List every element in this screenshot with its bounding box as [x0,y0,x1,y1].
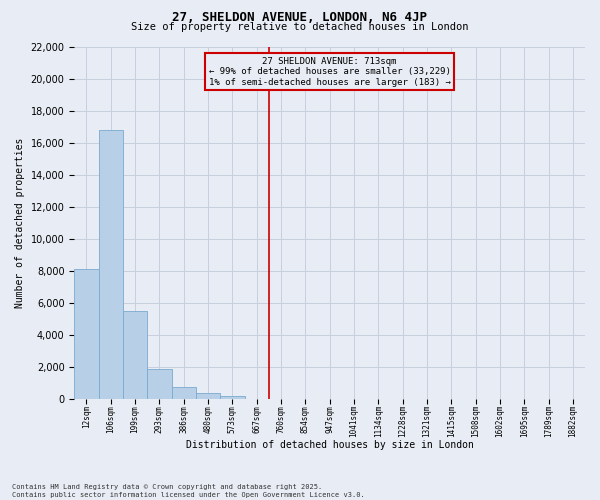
Bar [74,269,98,398]
Text: Contains HM Land Registry data © Crown copyright and database right 2025.
Contai: Contains HM Land Registry data © Crown c… [12,484,365,498]
Bar [220,396,245,398]
Bar [147,369,172,398]
Bar [196,394,220,398]
Text: Size of property relative to detached houses in London: Size of property relative to detached ho… [131,22,469,32]
X-axis label: Distribution of detached houses by size in London: Distribution of detached houses by size … [186,440,473,450]
Text: 27, SHELDON AVENUE, LONDON, N6 4JP: 27, SHELDON AVENUE, LONDON, N6 4JP [173,11,427,24]
Text: 27 SHELDON AVENUE: 713sqm
← 99% of detached houses are smaller (33,229)
1% of se: 27 SHELDON AVENUE: 713sqm ← 99% of detac… [209,57,451,87]
Bar [172,386,196,398]
Bar [98,130,123,398]
Y-axis label: Number of detached properties: Number of detached properties [15,138,25,308]
Bar [123,310,147,398]
